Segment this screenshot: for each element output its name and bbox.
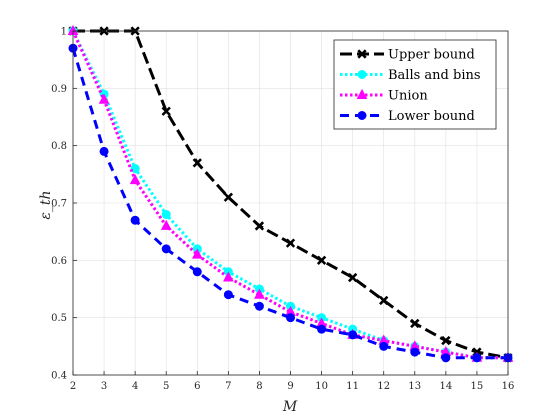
x-tick-label: 14 bbox=[439, 381, 452, 392]
y-tick-label: 0.4 bbox=[51, 371, 67, 382]
data-point bbox=[223, 192, 234, 202]
y-axis-label-group: ε_th bbox=[38, 190, 54, 219]
x-tick-label: 11 bbox=[346, 381, 359, 392]
data-point bbox=[254, 288, 265, 299]
x-tick-label: 9 bbox=[287, 381, 293, 392]
data-point bbox=[191, 248, 203, 259]
legend-item: Upper bound bbox=[340, 48, 475, 63]
x-tick-label: 7 bbox=[225, 381, 231, 392]
data-point bbox=[160, 219, 172, 230]
x-tick-label: 10 bbox=[315, 381, 328, 392]
legend-item: Lower bound bbox=[340, 109, 475, 124]
x-tick-label: 12 bbox=[377, 381, 390, 392]
series-line bbox=[71, 47, 508, 360]
data-point bbox=[379, 295, 389, 306]
data-point bbox=[379, 341, 389, 351]
legend-item: Union bbox=[340, 89, 428, 104]
x-tick-label: 15 bbox=[471, 381, 484, 392]
legend: Upper bound Balls and bins Union Lower boun… bbox=[333, 39, 497, 130]
data-point bbox=[285, 238, 296, 248]
data-point bbox=[192, 158, 202, 168]
data-point bbox=[286, 313, 295, 323]
data-point bbox=[316, 255, 327, 266]
data-point bbox=[161, 209, 171, 219]
y-axis-label: ε_th bbox=[38, 190, 54, 219]
data-point bbox=[161, 244, 171, 254]
data-point bbox=[223, 271, 234, 282]
legend-label: Upper bound bbox=[388, 48, 475, 63]
ticks: 2 3 4 5 6 7 8 9 10 11 12 13 14 15 16 0.4 0.5 0.6 0.7 0.8 0.9… bbox=[51, 27, 514, 393]
data-point bbox=[441, 353, 451, 363]
data-point bbox=[99, 146, 109, 156]
data-point bbox=[98, 93, 110, 104]
y-tick-label: 0.7 bbox=[51, 199, 67, 210]
legend-marker bbox=[357, 70, 367, 79]
data-point bbox=[441, 335, 451, 346]
legend-marker bbox=[356, 88, 368, 99]
x-tick-label: 8 bbox=[256, 381, 262, 392]
y-tick-label: 0.8 bbox=[51, 141, 67, 152]
data-point bbox=[347, 272, 358, 283]
x-tick-label: 2 bbox=[70, 381, 76, 392]
data-point bbox=[317, 324, 327, 334]
legend-marker bbox=[357, 49, 367, 59]
legend-label: Union bbox=[388, 89, 428, 104]
data-point bbox=[472, 353, 482, 363]
y-tick-label: 0.9 bbox=[51, 84, 67, 95]
data-point bbox=[410, 347, 420, 357]
y-tick-label: 1 bbox=[61, 27, 67, 38]
x-tick-label: 3 bbox=[101, 381, 107, 392]
series-upper-bound bbox=[68, 26, 513, 363]
x-tick-label: 16 bbox=[502, 381, 515, 392]
series-line bbox=[71, 30, 508, 360]
data-point bbox=[348, 330, 358, 340]
legend-item: Balls and bins bbox=[340, 68, 481, 83]
data-point bbox=[223, 290, 233, 300]
series-lower-bound bbox=[68, 43, 513, 363]
data-point bbox=[161, 106, 171, 116]
data-point bbox=[130, 215, 140, 225]
x-axis-label: M bbox=[282, 399, 298, 415]
legend-label: Balls and bins bbox=[388, 68, 481, 83]
data-point bbox=[129, 173, 141, 185]
data-point bbox=[254, 221, 265, 231]
x-tick-label: 5 bbox=[163, 381, 169, 392]
y-tick-label: 0.5 bbox=[51, 313, 67, 324]
x-tick-label: 6 bbox=[194, 381, 200, 392]
data-point bbox=[410, 318, 420, 329]
legend-marker bbox=[357, 111, 367, 120]
data-point bbox=[254, 301, 264, 311]
x-tick-label: 4 bbox=[132, 381, 138, 392]
legend-label: Lower bound bbox=[388, 109, 475, 124]
series-layer bbox=[67, 24, 514, 363]
x-tick-label: 13 bbox=[408, 381, 421, 392]
data-point bbox=[130, 164, 140, 174]
data-point bbox=[192, 267, 202, 277]
y-tick-label: 0.6 bbox=[51, 256, 67, 267]
